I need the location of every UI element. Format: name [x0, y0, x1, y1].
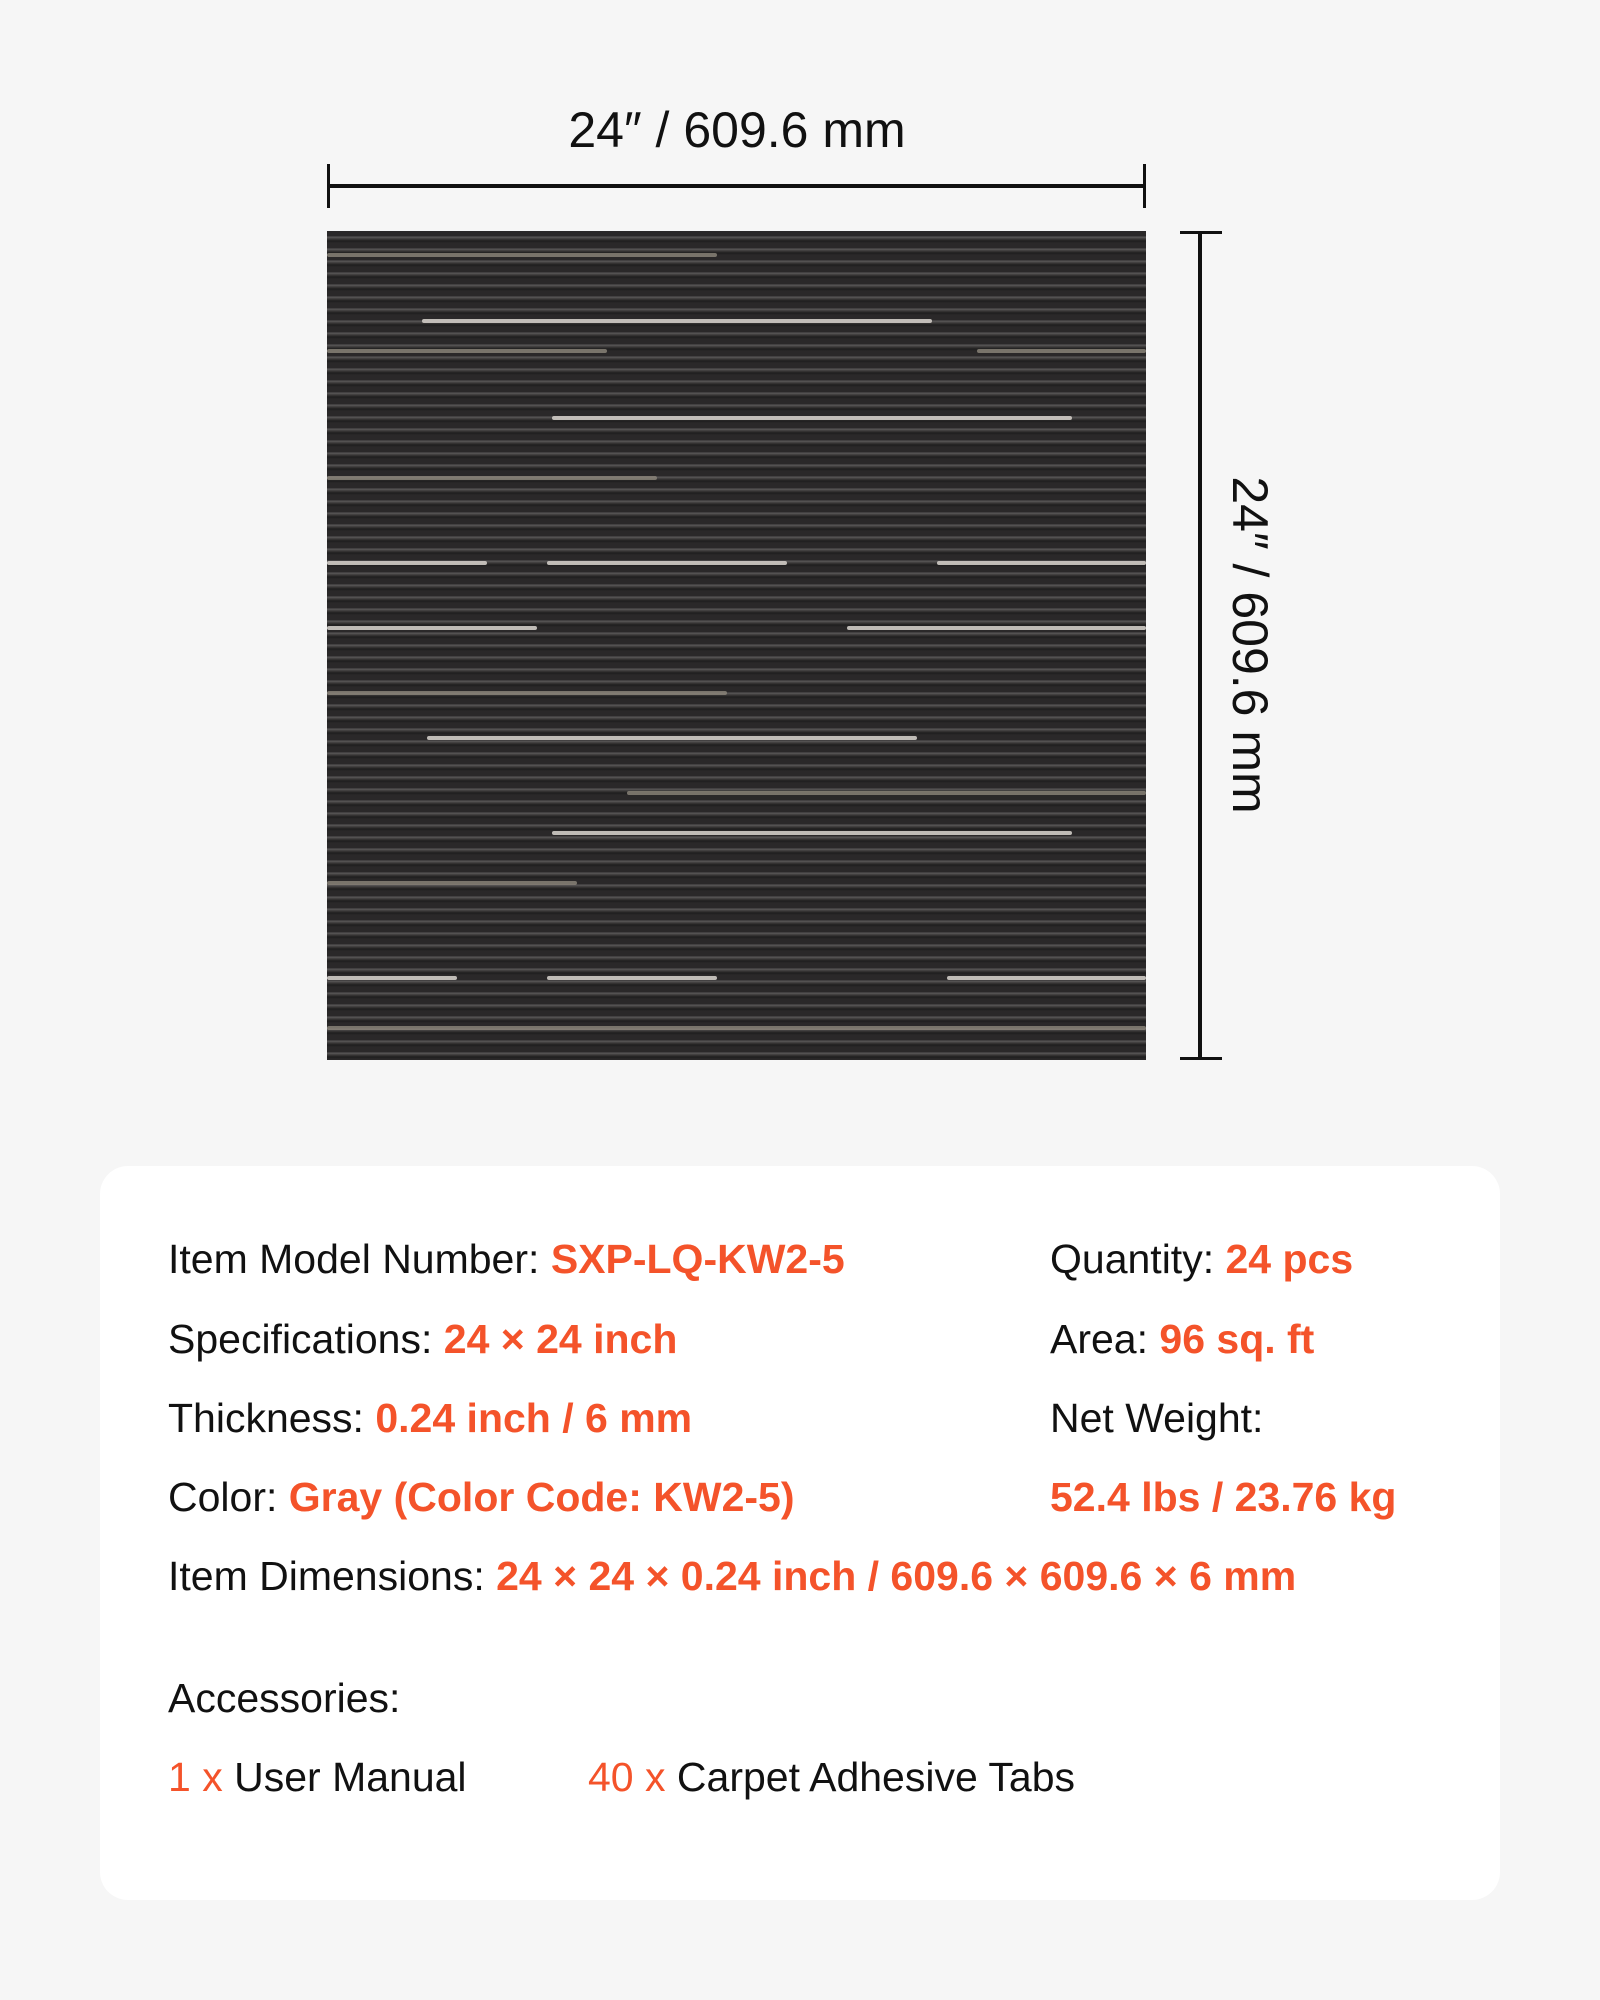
spec-label: Item Dimensions: — [168, 1553, 485, 1599]
spec-value: 24 × 24 × 0.24 inch / 609.6 × 609.6 × 6 … — [496, 1553, 1297, 1599]
spec-value: SXP-LQ-KW2-5 — [550, 1236, 845, 1282]
spec-net-weight-label: Net Weight: — [1050, 1395, 1264, 1441]
height-dimension-label: 24″ / 609.6 mm — [1222, 476, 1278, 814]
width-dimension-line — [327, 184, 1145, 188]
width-dimension-label: 24″ / 609.6 mm — [568, 102, 906, 158]
spec-specifications: Specifications: 24 × 24 inch — [168, 1314, 677, 1364]
spec-item-dimensions: Item Dimensions: 24 × 24 × 0.24 inch / 6… — [168, 1551, 1296, 1601]
spec-value: 0.24 inch / 6 mm — [375, 1395, 693, 1441]
height-dimension-cap-bottom — [1180, 1057, 1222, 1060]
spec-net-weight-value: 52.4 lbs / 23.76 kg — [1050, 1474, 1397, 1520]
spec-label: Thickness: — [168, 1395, 364, 1441]
spec-model: Item Model Number: SXP-LQ-KW2-5 — [168, 1234, 845, 1284]
spec-quantity: Quantity: 24 pcs — [1050, 1234, 1353, 1284]
accessory-qty: 40 x — [588, 1754, 666, 1800]
spec-value: Gray (Color Code: KW2-5) — [288, 1474, 795, 1520]
spec-label: Area: — [1050, 1316, 1148, 1362]
accessory-name: User Manual — [234, 1754, 467, 1800]
spec-label: Color: — [168, 1474, 278, 1520]
accessory-qty: 1 x — [168, 1754, 223, 1800]
specifications-card — [100, 1166, 1500, 1900]
spec-value: 24 × 24 inch — [443, 1316, 678, 1362]
height-dimension-cap-top — [1180, 231, 1222, 234]
accessory-item: 1 x User Manual — [168, 1752, 467, 1802]
accessory-item: 40 x Carpet Adhesive Tabs — [588, 1752, 1075, 1802]
spec-value: 24 pcs — [1225, 1236, 1354, 1282]
spec-thickness: Thickness: 0.24 inch / 6 mm — [168, 1393, 692, 1443]
width-dimension-cap-right — [1143, 164, 1146, 208]
spec-value: 96 sq. ft — [1159, 1316, 1315, 1362]
spec-area: Area: 96 sq. ft — [1050, 1314, 1314, 1364]
accessories-title: Accessories: — [168, 1675, 401, 1721]
carpet-tile-image — [327, 231, 1146, 1060]
accessory-name: Carpet Adhesive Tabs — [676, 1754, 1076, 1800]
spec-label: Item Model Number: — [168, 1236, 540, 1282]
spec-color: Color: Gray (Color Code: KW2-5) — [168, 1472, 794, 1522]
spec-label: Quantity: — [1050, 1236, 1215, 1282]
spec-label: Specifications: — [168, 1316, 433, 1362]
width-dimension-cap-left — [327, 164, 330, 208]
height-dimension-line — [1198, 231, 1202, 1060]
